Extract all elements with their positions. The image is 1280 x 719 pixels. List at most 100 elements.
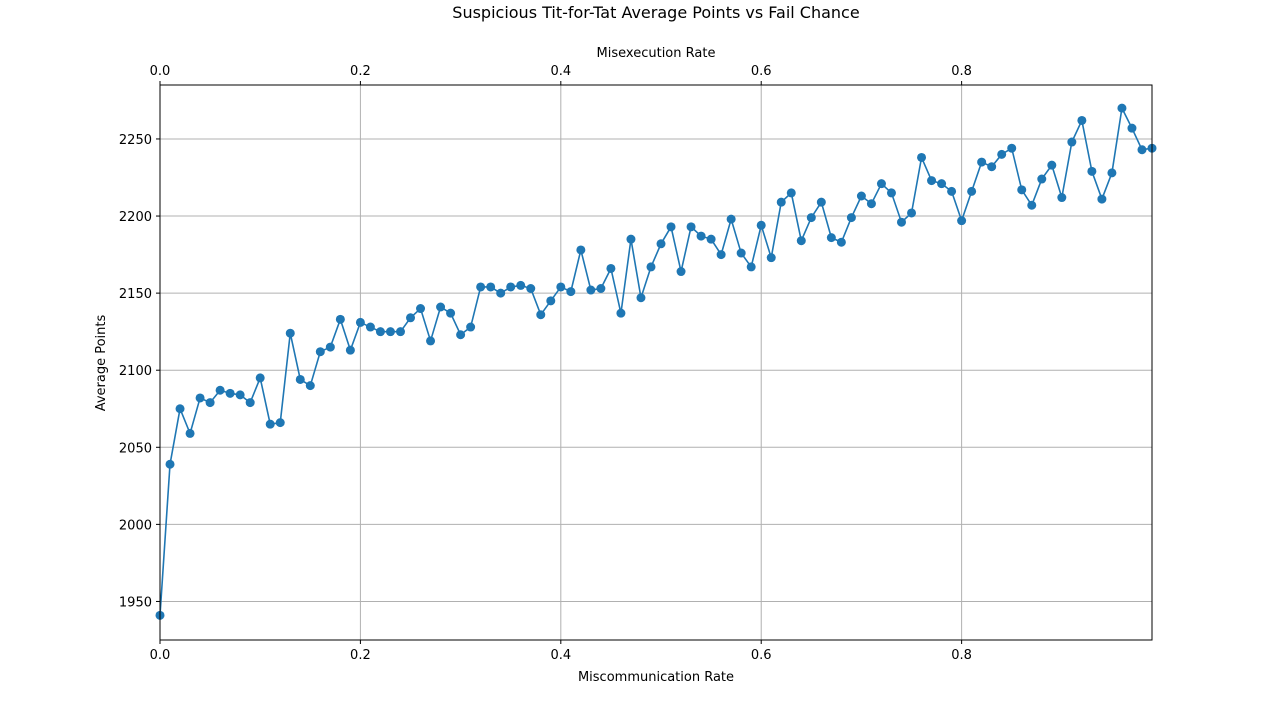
data-point [426,336,436,346]
data-point [846,213,856,223]
data-point [876,179,886,189]
axis-ticks: 0.0 0.0 0.2 0.2 0.4 0.4 0.6 0.6 0.8 0.8 1950 2000 20… [119,64,972,663]
data-point [947,186,957,196]
data-point [826,233,836,243]
data-point [636,293,646,303]
data-point [796,236,806,246]
data-point [716,250,726,260]
data-point [616,308,626,318]
y-tick-label: 2050 [119,441,152,456]
data-point [706,234,716,244]
data-series [155,103,1157,620]
data-point [886,188,896,198]
data-point [656,239,666,249]
data-point [446,308,456,318]
top-tick-label: 0.0 [150,64,171,79]
data-point [355,317,365,327]
y-tick-label: 2150 [119,287,152,302]
data-point [756,220,766,230]
chart-title: Suspicious Tit-for-Tat Average Points vs… [452,3,859,22]
data-point [305,381,315,391]
top-tick-label: 0.4 [550,64,571,79]
data-point [325,342,335,352]
top-axis-label: Misexecution Rate [597,46,716,61]
data-point [1077,115,1087,125]
data-point [1027,200,1037,210]
data-point [536,310,546,320]
data-point [866,199,876,209]
data-point [1107,168,1117,178]
x-tick-label: 0.6 [751,648,772,663]
data-point [275,418,285,428]
data-point [566,287,576,297]
data-point [195,393,205,403]
data-point [506,282,516,292]
data-point [496,288,506,298]
data-point [676,267,686,277]
data-point [476,282,486,292]
data-point [205,398,215,408]
data-point [977,157,987,167]
data-point [836,237,846,247]
data-point [896,217,906,227]
data-point [1037,174,1047,184]
data-point [516,280,526,290]
data-point [696,231,706,241]
data-point [385,327,395,337]
y-tick-label: 2200 [119,210,152,225]
data-point [365,322,375,332]
data-point [1137,145,1147,155]
data-point [1087,166,1097,176]
data-point [1007,143,1017,153]
data-point [175,404,185,414]
data-point [546,296,556,306]
data-point [556,282,566,292]
data-point [806,213,816,223]
data-point [245,398,255,408]
data-point [786,188,796,198]
data-point [997,149,1007,159]
data-point [1097,194,1107,204]
data-point [416,304,426,314]
y-tick-label: 1950 [119,595,152,610]
data-point [606,263,616,273]
y-tick-label: 2100 [119,364,152,379]
data-point [816,197,826,207]
data-point [295,374,305,384]
data-point [917,152,927,162]
data-point [937,179,947,189]
data-point [746,262,756,272]
data-point [215,385,225,395]
x-tick-label: 0.4 [550,648,571,663]
data-point [345,345,355,355]
y-tick-label: 2250 [119,133,152,148]
data-point [576,245,586,255]
data-point [1067,137,1077,147]
data-point [646,262,656,272]
grid-lines [159,85,1152,640]
y-axis-label: Average Points [94,314,109,411]
data-point [596,284,606,293]
data-point [265,419,275,429]
data-point [907,208,917,218]
data-point [165,459,175,469]
top-tick-label: 0.2 [350,64,371,79]
data-point [626,234,636,244]
data-point [255,373,265,383]
data-point [726,214,736,224]
data-point [1127,123,1137,133]
data-point [486,282,496,292]
data-point [1117,103,1127,113]
data-point [1057,193,1067,203]
x-tick-label: 0.2 [350,648,371,663]
y-tick-label: 2000 [119,518,152,533]
plot-area-frame [159,84,1153,641]
x-axis-label: Miscommunication Rate [578,670,734,685]
data-point [856,191,866,201]
data-point [466,322,476,332]
data-point [436,302,446,312]
data-point [335,314,345,324]
data-point [235,390,245,400]
data-point [456,330,466,340]
data-point [1017,185,1027,195]
